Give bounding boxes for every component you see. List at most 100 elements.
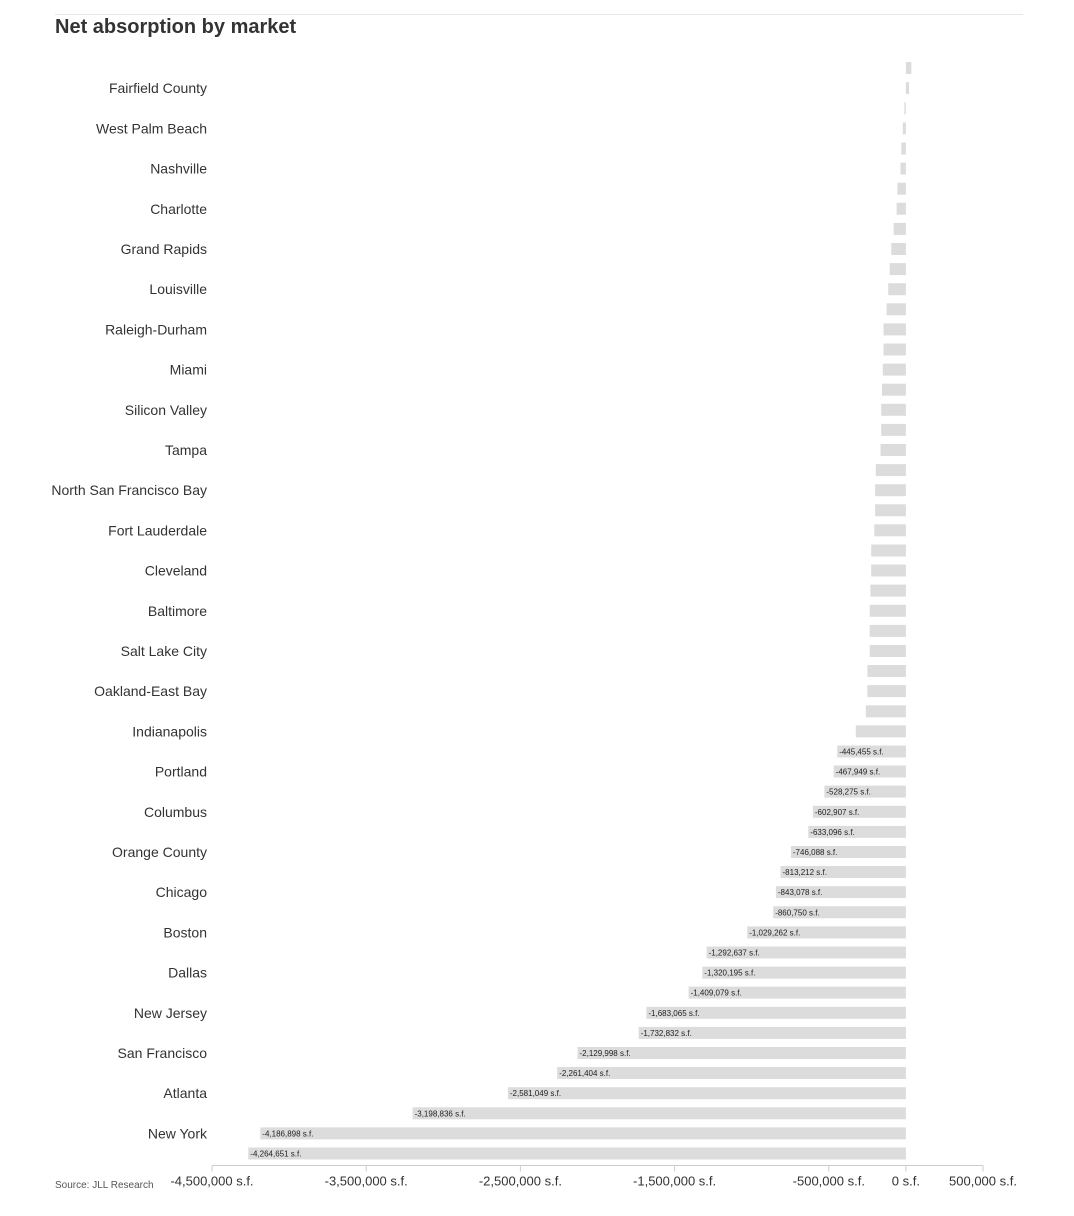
category-label: Atlanta: [163, 1085, 207, 1101]
data-label: -1,409,079 s.f.: [691, 989, 742, 998]
data-label: -1,683,065 s.f.: [648, 1009, 699, 1018]
bar: [875, 504, 906, 517]
bar: [790, 846, 906, 858]
bar: [638, 1026, 906, 1039]
data-label: -4,186,898 s.f.: [262, 1129, 313, 1138]
data-label: -602,907 s.f.: [815, 808, 859, 817]
bar: [871, 564, 906, 577]
bar: [874, 524, 906, 537]
x-tick-label: -1,500,000 s.f.: [633, 1174, 716, 1189]
bar: [897, 182, 906, 195]
category-label: Boston: [163, 924, 207, 940]
bar: [702, 966, 906, 979]
bar: [808, 825, 906, 838]
bar: [775, 886, 906, 899]
bar: [773, 906, 906, 919]
bar: [905, 82, 909, 95]
bar: [869, 604, 906, 617]
x-tick-label: -500,000 s.f.: [793, 1174, 865, 1189]
category-label: Indianapolis: [132, 723, 207, 739]
bar: [260, 1127, 906, 1140]
bar: [883, 323, 906, 336]
category-label: Orange County: [112, 844, 207, 860]
data-label: -4,264,651 s.f.: [250, 1150, 301, 1159]
bar: [882, 383, 906, 396]
data-label: -633,096 s.f.: [810, 828, 854, 837]
bar: [902, 122, 906, 135]
bar: [867, 665, 906, 677]
category-label: New Jersey: [134, 1005, 207, 1021]
data-label: -860,750 s.f.: [775, 908, 819, 917]
category-label: Miami: [170, 362, 207, 378]
data-label: -467,949 s.f.: [836, 768, 880, 777]
category-label: Oakland-East Bay: [94, 683, 207, 699]
bar: [869, 645, 906, 657]
category-label: Charlotte: [150, 201, 207, 217]
category-label: North San Francisco Bay: [51, 482, 207, 498]
bar: [883, 343, 906, 356]
x-tick-label: -2,500,000 s.f.: [479, 1174, 562, 1189]
data-label: -843,078 s.f.: [778, 888, 822, 897]
x-tick-label: 0 s.f.: [892, 1174, 920, 1189]
x-tick-label: 500,000 s.f.: [949, 1174, 1017, 1189]
data-label: -2,261,404 s.f.: [559, 1069, 610, 1078]
bar: [880, 444, 906, 456]
bar: [837, 745, 906, 758]
bar: [896, 202, 906, 215]
bar: [871, 544, 906, 557]
category-label: West Palm Beach: [96, 120, 207, 136]
bar: [557, 1067, 906, 1079]
bar: [706, 946, 906, 959]
bar: [577, 1047, 906, 1059]
data-label: -813,212 s.f.: [783, 868, 827, 877]
bar: [901, 142, 906, 155]
bar: [412, 1107, 906, 1120]
data-label: -528,275 s.f.: [826, 788, 870, 797]
bar: [747, 926, 906, 939]
category-label: Baltimore: [148, 603, 207, 619]
bar: [882, 363, 906, 376]
x-tick-label: -4,500,000 s.f.: [170, 1174, 253, 1189]
data-label: -3,198,836 s.f.: [415, 1109, 466, 1118]
bar: [507, 1087, 906, 1100]
bar: [646, 1006, 906, 1019]
bar: [833, 765, 906, 778]
bar: [869, 624, 906, 637]
bar: [875, 484, 906, 497]
bar: [891, 243, 906, 255]
bar: [900, 162, 906, 175]
category-label: San Francisco: [118, 1045, 208, 1061]
category-label: Chicago: [156, 884, 208, 900]
category-label: Cleveland: [145, 563, 207, 579]
source-note: Source: JLL Research: [55, 1180, 154, 1191]
data-label: -2,129,998 s.f.: [580, 1049, 631, 1058]
category-label: Dallas: [168, 965, 207, 981]
category-label: Silicon Valley: [125, 402, 207, 418]
category-label: Tampa: [165, 442, 207, 458]
bar: [248, 1147, 906, 1160]
bar: [888, 283, 906, 296]
bar: [870, 584, 906, 597]
category-label: Salt Lake City: [121, 643, 207, 659]
category-label: Raleigh-Durham: [105, 321, 207, 337]
category-label: Fort Lauderdale: [108, 522, 207, 538]
chart-title: Net absorption by market: [55, 16, 297, 38]
bar: [812, 805, 906, 818]
bar: [905, 62, 912, 74]
bar: [889, 263, 906, 276]
data-label: -1,732,832 s.f.: [641, 1029, 692, 1038]
category-label: Louisville: [149, 281, 207, 297]
data-label: -445,455 s.f.: [839, 748, 883, 757]
category-label: Portland: [155, 764, 207, 780]
category-label: Fairfield County: [109, 80, 207, 96]
bar: [688, 986, 906, 999]
x-tick-label: -3,500,000 s.f.: [325, 1174, 408, 1189]
bar: [893, 222, 906, 235]
bar: [865, 705, 906, 718]
bar: [867, 685, 906, 698]
data-label: -2,581,049 s.f.: [510, 1089, 561, 1098]
data-label: -746,088 s.f.: [793, 848, 837, 857]
data-label: -1,029,262 s.f.: [749, 928, 800, 937]
bar: [780, 866, 906, 878]
